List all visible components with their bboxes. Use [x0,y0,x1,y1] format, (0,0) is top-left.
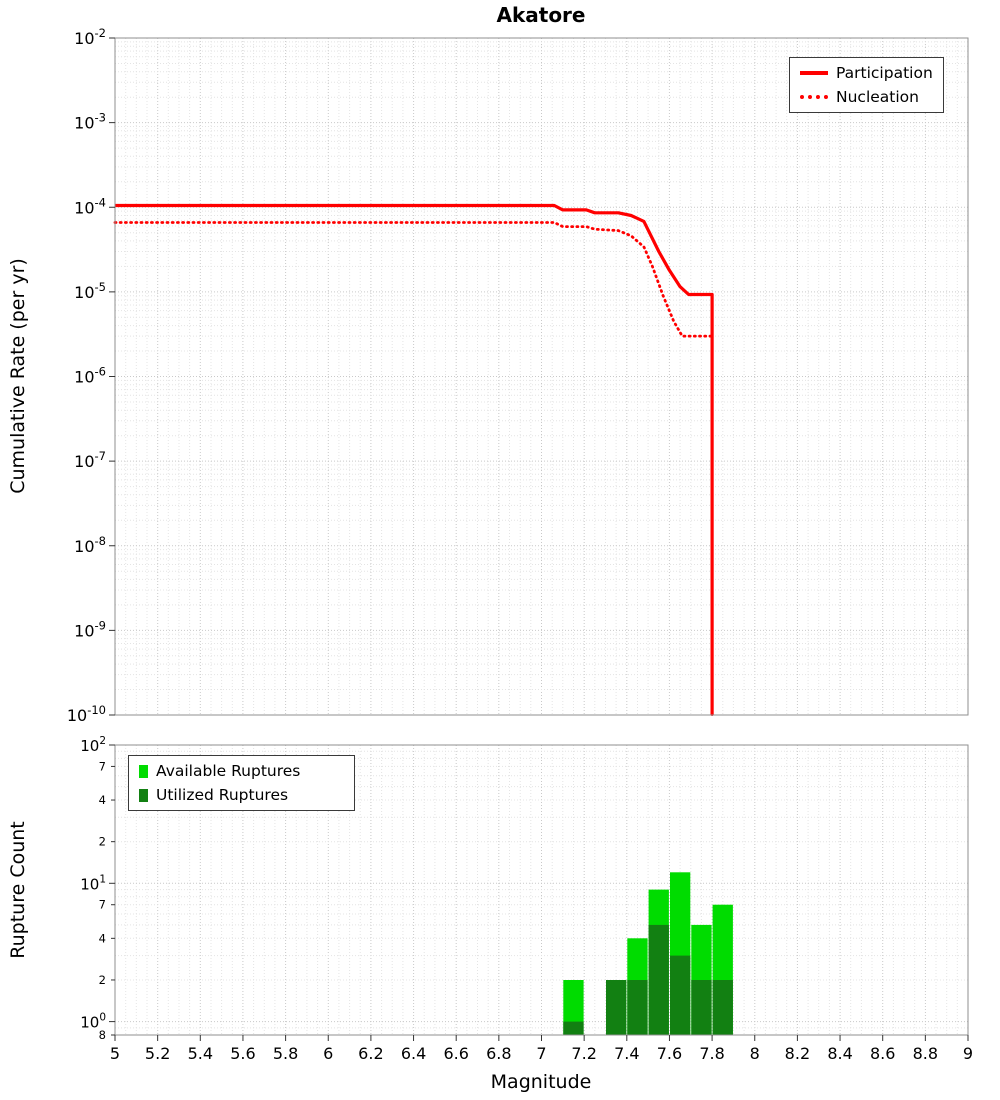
tick-label: 7.6 [657,1044,682,1063]
tick-label: 10-9 [74,618,106,640]
tick-label: 6.4 [401,1044,426,1063]
tick-label: 10-2 [74,26,106,48]
top-grid [114,37,969,716]
tick-label: 5.6 [230,1044,255,1063]
utilized-bar [691,980,712,1035]
tick-label: 5.4 [188,1044,213,1063]
tick-label: 101 [80,873,106,893]
tick-label: 5 [110,1044,120,1063]
tick-label: 4 [99,931,106,945]
participation-line [115,203,714,715]
tick-label: 2 [99,835,106,849]
top-panel: 10-2 10-3 10-4 10-5 10-6 10-7 10-8 10-9 10-10 [67,26,969,725]
top-y-axis-title: Cumulative Rate (per yr) [7,258,29,494]
tick-label: 102 [80,735,106,755]
participation-label: Participation [836,64,933,82]
x-axis-title: Magnitude [491,1071,592,1093]
chart-render-root: 10-2 10-3 10-4 10-5 10-6 10-7 10-8 10-9 10-10 102… [67,26,973,1063]
available-bar [563,980,584,1035]
tick-label: 10-7 [74,449,106,471]
tick-label: 6.2 [358,1044,383,1063]
top-axis-ticks: 10-2 10-3 10-4 10-5 10-6 10-7 10-8 10-9 10-10 [67,26,115,725]
utilized-ruptures-label: Utilized Ruptures [156,786,289,804]
chart-title: Akatore [496,3,585,27]
legend-top: Participation Nucleation [789,57,944,113]
utilized-bar [627,980,648,1035]
tick-label: 6 [323,1044,333,1063]
available-ruptures-swatch [139,764,148,778]
tick-label: 8 [99,1028,106,1042]
tick-label: 7 [99,759,106,773]
tick-label: 100 [80,1012,106,1032]
tick-label: 7.4 [614,1044,639,1063]
tick-label: 7.2 [571,1044,596,1063]
rupture-bars [563,872,733,1035]
tick-label: 2 [99,973,106,987]
tick-label: 8.8 [913,1044,938,1063]
tick-label: 7 [99,898,106,912]
utilized-bar [670,955,691,1035]
nucleation-line [113,221,714,717]
tick-label: 4 [99,793,106,807]
utilized-ruptures-swatch [139,788,148,802]
tick-label: 7 [536,1044,546,1063]
participation-line-swatch [800,71,828,75]
tick-label: 10-3 [74,111,106,133]
tick-label: 6.8 [486,1044,511,1063]
available-ruptures-label: Available Ruptures [156,762,301,780]
tick-label: 10-6 [74,365,106,387]
legend-row-utilized: Utilized Ruptures [139,786,344,804]
legend-row-participation: Participation [800,64,933,82]
utilized-bar [606,980,627,1035]
utilized-bar [648,924,669,1035]
tick-label: 10-10 [67,703,106,725]
legend-bottom: Available Ruptures Utilized Ruptures [128,755,355,811]
legend-row-available: Available Ruptures [139,762,344,780]
tick-label: 5.2 [145,1044,170,1063]
tick-label: 10-8 [74,534,106,556]
tick-label: 10-5 [74,280,106,302]
tick-label: 8 [750,1044,760,1063]
tick-label: 5.8 [273,1044,298,1063]
tick-label: 7.8 [699,1044,724,1063]
tick-label: 8.4 [827,1044,852,1063]
tick-label: 8.2 [785,1044,810,1063]
nucleation-label: Nucleation [836,88,919,106]
tick-label: 6.6 [443,1044,468,1063]
bottom-y-axis-title: Rupture Count [7,821,29,959]
x-axis-ticks: 5 5.2 5.4 5.6 5.8 6 6.2 6.4 6.6 6.8 7 7.2 7.4 7.6 7.8 8… [110,1035,973,1063]
tick-label: 9 [963,1044,973,1063]
utilized-bar [563,1021,584,1035]
utilized-bar [712,980,733,1035]
nucleation-line-swatch [800,95,828,99]
tick-label: 10-4 [74,195,106,217]
legend-row-nucleation: Nucleation [800,88,933,106]
tick-label: 8.6 [870,1044,895,1063]
